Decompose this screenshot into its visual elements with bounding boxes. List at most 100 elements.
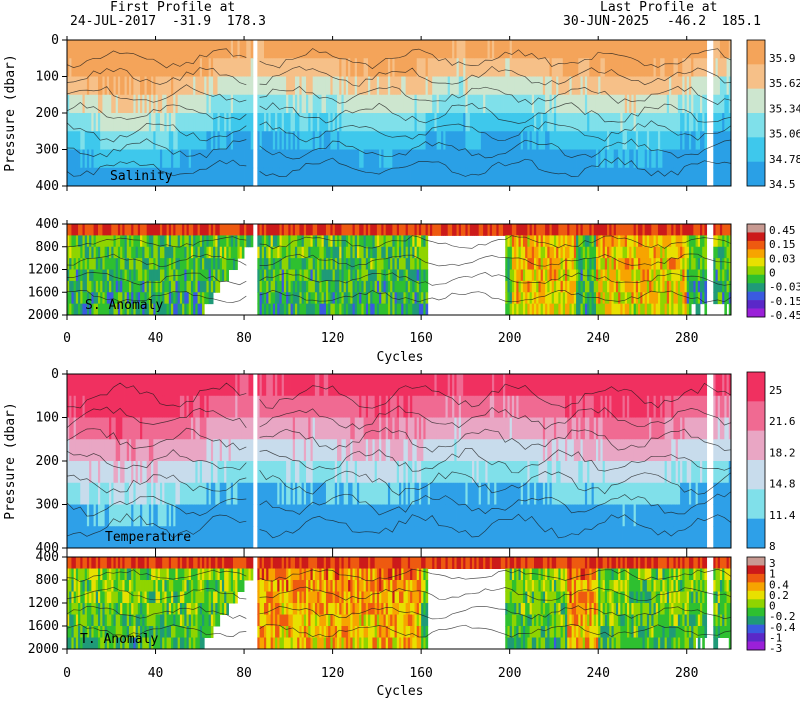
- cell: [408, 131, 411, 150]
- cell: [355, 113, 358, 132]
- cell: [195, 224, 198, 236]
- cell: [647, 40, 650, 59]
- cell: [136, 224, 139, 236]
- cell: [361, 235, 364, 247]
- cell: [421, 304, 424, 316]
- cell: [322, 270, 325, 282]
- cell: [175, 396, 178, 418]
- cell: [215, 258, 218, 270]
- colorbar-swatch: [747, 283, 765, 292]
- cell: [295, 40, 298, 59]
- cell: [195, 150, 198, 169]
- cell: [262, 224, 265, 236]
- cell: [667, 292, 670, 304]
- cell: [129, 77, 132, 96]
- cell: [521, 247, 524, 259]
- cell: [654, 270, 657, 282]
- cell: [361, 168, 364, 187]
- cell: [129, 247, 132, 259]
- cell: [361, 224, 364, 236]
- cell: [368, 150, 371, 169]
- cell: [461, 168, 464, 187]
- cell: [355, 168, 358, 187]
- cell: [534, 224, 537, 236]
- cell: [96, 281, 99, 293]
- cell: [302, 113, 305, 132]
- cell: [634, 131, 637, 150]
- cell: [494, 77, 497, 96]
- cell: [102, 77, 105, 96]
- cell: [116, 40, 119, 59]
- cell: [667, 168, 670, 187]
- cell: [251, 150, 254, 169]
- cell: [116, 258, 119, 270]
- cell: [195, 40, 198, 59]
- cell: [614, 258, 617, 270]
- cell: [640, 131, 643, 150]
- cell: [594, 258, 597, 270]
- cell: [96, 77, 99, 96]
- cell: [328, 304, 331, 316]
- cell: [614, 131, 617, 150]
- cell: [673, 95, 676, 114]
- cell: [156, 461, 159, 483]
- cell: [594, 292, 597, 304]
- cell: [381, 292, 384, 304]
- cell: [627, 168, 630, 187]
- cell: [268, 58, 271, 77]
- cell: [514, 281, 517, 293]
- cell: [534, 304, 537, 316]
- cell: [541, 113, 544, 132]
- cell: [242, 95, 245, 114]
- cell: [660, 131, 663, 150]
- cell: [388, 77, 391, 96]
- cell: [587, 258, 590, 270]
- cell: [169, 483, 172, 505]
- salinity_anomaly-cells: [67, 224, 731, 316]
- cell: [580, 224, 583, 236]
- cell: [587, 168, 590, 187]
- cell: [488, 150, 491, 169]
- cell: [414, 224, 417, 236]
- cell: [109, 281, 112, 293]
- cell: [381, 113, 384, 132]
- cell: [441, 77, 444, 96]
- cell: [574, 168, 577, 187]
- cell: [89, 113, 92, 132]
- cell: [461, 113, 464, 132]
- cell: [654, 224, 657, 236]
- cell: [96, 150, 99, 169]
- cell: [69, 483, 72, 505]
- cell: [474, 40, 477, 59]
- cell: [262, 113, 265, 132]
- cell: [149, 224, 152, 236]
- cell: [282, 224, 285, 236]
- cell: [468, 168, 471, 187]
- cell: [541, 40, 544, 59]
- cell: [149, 150, 152, 169]
- cell: [521, 224, 524, 236]
- cell: [521, 77, 524, 96]
- cell: [600, 168, 603, 187]
- cell: [587, 281, 590, 293]
- cell: [156, 150, 159, 169]
- cell: [335, 270, 338, 282]
- cell: [640, 58, 643, 77]
- cell: [308, 58, 311, 77]
- cell: [454, 40, 457, 59]
- cell: [368, 281, 371, 293]
- cell: [69, 461, 72, 483]
- cell: [454, 77, 457, 96]
- cell: [142, 258, 145, 270]
- cell: [375, 95, 378, 114]
- cell: [361, 95, 364, 114]
- cell: [136, 270, 139, 282]
- cell: [594, 150, 597, 169]
- cell: [328, 281, 331, 293]
- cell: [381, 95, 384, 114]
- cell: [408, 58, 411, 77]
- cell: [222, 131, 225, 150]
- cell: [156, 131, 159, 150]
- cell: [195, 304, 198, 316]
- cell: [162, 113, 165, 132]
